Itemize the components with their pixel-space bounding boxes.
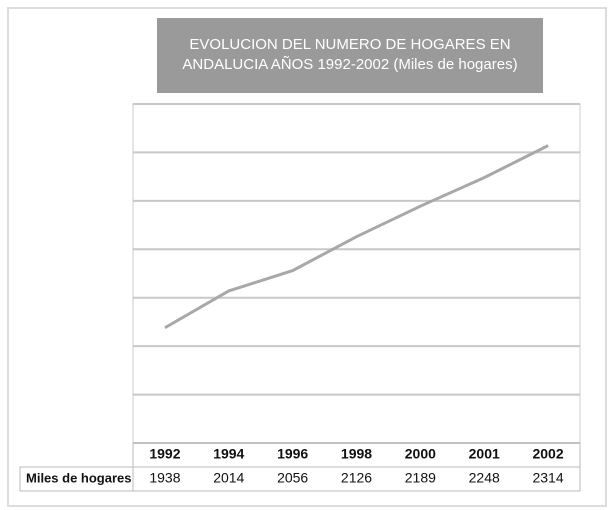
x-tick-label: 2002 [532,446,563,462]
table-row [19,466,581,492]
table-value: 2248 [469,470,500,486]
x-tick-label: 1992 [149,446,180,462]
table-value: 2126 [341,470,372,486]
table-value: 1938 [149,470,180,486]
table-value: 2056 [277,470,308,486]
x-tick-label: 1998 [341,446,372,462]
chart-title: EVOLUCION DEL NUMERO DE HOGARES EN ANDALU… [182,36,517,73]
table-value: 2314 [532,470,563,486]
title-box [157,18,543,93]
x-tick-label: 2000 [405,446,436,462]
table-value: 2014 [213,470,244,486]
plot-area [132,103,581,444]
x-tick-label: 1994 [213,446,244,462]
table-value: 2189 [405,470,436,486]
data-line [164,144,549,330]
table-row-header: Miles de hogares [26,470,131,485]
x-tick-label: 2001 [469,446,500,462]
x-tick-label: 1996 [277,446,308,462]
